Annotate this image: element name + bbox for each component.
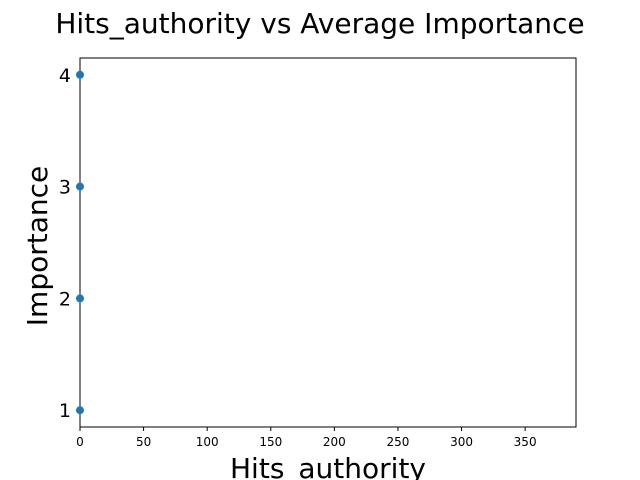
y-tick-label: 3 — [59, 177, 71, 199]
x-tick-label: 250 — [386, 435, 409, 449]
y-axis-label: Importance — [21, 166, 54, 326]
x-tick-label: 100 — [196, 435, 219, 449]
x-axis: 0 50 100 150 200 250 300 350 — [76, 427, 537, 449]
x-tick-label: 50 — [136, 435, 151, 449]
x-tick-label: 300 — [450, 435, 473, 449]
data-point — [76, 182, 84, 191]
x-axis-label: Hits_authority — [230, 452, 426, 480]
y-tick-label: 1 — [59, 400, 71, 422]
x-tick-label: 350 — [514, 435, 537, 449]
data-point — [76, 70, 84, 79]
chart-title: Hits_authority vs Average Importance — [55, 7, 584, 40]
y-axis: 1 2 3 4 — [59, 65, 80, 422]
x-tick-label: 150 — [259, 435, 282, 449]
y-tick-label: 2 — [59, 288, 71, 310]
x-tick-label: 0 — [76, 435, 84, 449]
data-points — [76, 70, 84, 415]
data-point — [76, 406, 84, 415]
data-point — [76, 294, 84, 303]
y-tick-label: 4 — [59, 65, 71, 87]
plot-area — [79, 57, 577, 428]
x-tick-label: 200 — [323, 435, 346, 449]
